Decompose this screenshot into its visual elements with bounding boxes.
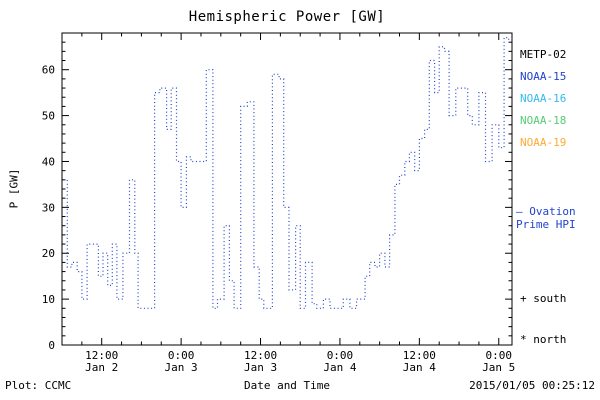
generation-timestamp: 2015/01/05 00:25:12 [469, 379, 595, 392]
x-tick-time-label: 0:00 [327, 349, 354, 362]
series-legend-line1: Ovation [529, 205, 576, 218]
legend-item-noaa-19: NOAA-19 [520, 136, 567, 149]
x-tick-time-label: 0:00 [168, 349, 195, 362]
x-tick-time-label: 0:00 [486, 349, 513, 362]
y-tick-label: 0 [48, 339, 55, 352]
series-legend-ovation-prime-hpi: – Ovation Prime HPI [516, 205, 576, 231]
marker-legend-south: + south [520, 292, 566, 305]
plot-frame [61, 32, 513, 346]
marker-north-label: north [533, 333, 567, 346]
x-tick-date-label: Jan 3 [244, 361, 277, 374]
x-tick-date-label: Jan 2 [85, 361, 118, 374]
x-axis-label: Date and Time [243, 379, 331, 392]
y-tick-label: 40 [42, 155, 55, 168]
satellite-legend: METP-02 NOAA-15 NOAA-16 NOAA-18 NOAA-19 [520, 44, 566, 154]
x-tick-date-label: Jan 4 [403, 361, 436, 374]
marker-south-label: south [533, 292, 567, 305]
hpi-series-line [64, 37, 510, 309]
x-tick-date-label: Jan 5 [482, 361, 515, 374]
y-axis-label: P [GW] [7, 168, 21, 209]
x-tick-time-label: 12:00 [85, 349, 118, 362]
legend-item-metp-02: METP-02 [520, 48, 567, 61]
series-legend-line2: Prime HPI [516, 218, 576, 231]
plus-marker-icon: + [520, 292, 527, 305]
marker-legend-north: * north [520, 333, 566, 346]
y-tick-label: 60 [42, 64, 55, 77]
x-tick-time-label: 12:00 [244, 349, 277, 362]
plot-credit: Plot: CCMC [5, 379, 72, 392]
x-tick-date-label: Jan 3 [165, 361, 198, 374]
y-tick-label: 30 [42, 201, 55, 214]
chart-title: Hemispheric Power [GW] [188, 9, 386, 25]
legend-item-noaa-16: NOAA-16 [520, 92, 567, 105]
x-tick-time-label: 12:00 [403, 349, 436, 362]
y-tick-label: 20 [42, 247, 55, 260]
y-tick-label: 50 [42, 110, 55, 123]
legend-item-noaa-15: NOAA-15 [520, 70, 567, 83]
x-tick-date-label: Jan 4 [323, 361, 356, 374]
legend-item-noaa-18: NOAA-18 [520, 114, 567, 127]
asterisk-marker-icon: * [520, 333, 527, 346]
line-sample: – [516, 205, 523, 218]
y-tick-label: 10 [42, 293, 55, 306]
